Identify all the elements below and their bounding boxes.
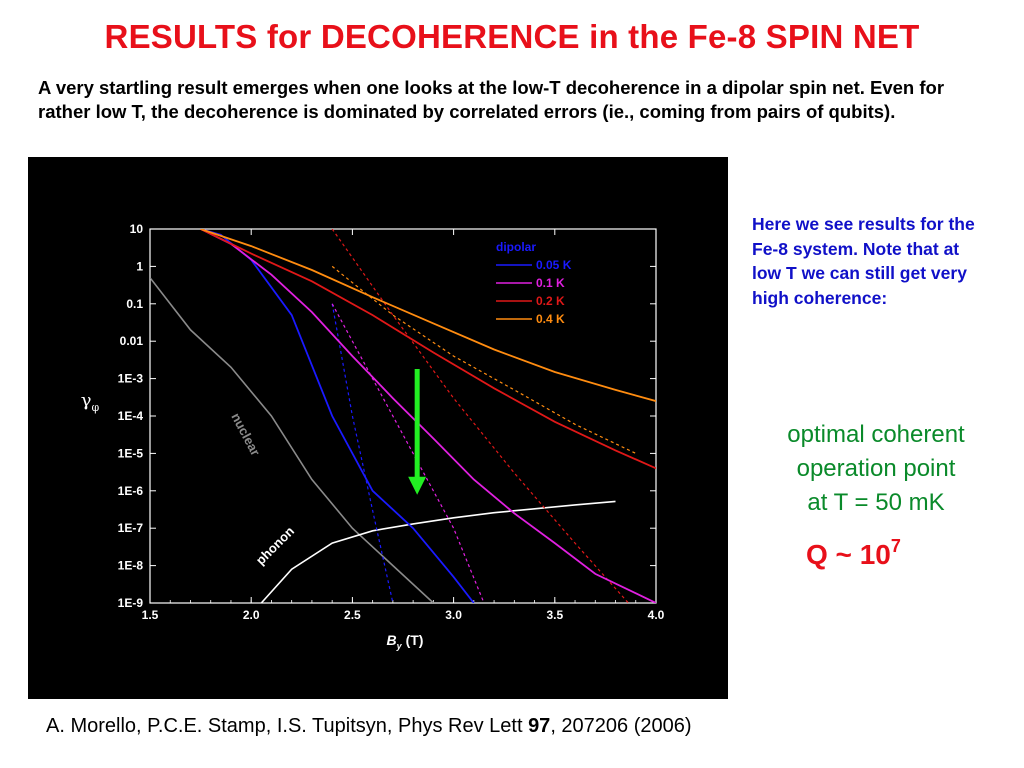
y-tick-label: 10 [130,222,144,236]
dashed-asymptote [331,303,485,603]
nuclear-label: nuclear [228,410,263,458]
nuclear-curve [150,277,434,603]
plot-area [150,229,656,603]
y-tick-label: 1E-3 [118,372,144,386]
optimal-line-2: operation point [796,455,956,482]
y-tick-label: 1E-9 [118,596,144,610]
x-tick-label: 3.0 [445,608,462,622]
x-tick-label: 2.5 [344,608,361,622]
y-tick-label: 1E-5 [118,446,144,460]
legend-title: dipolar [496,240,536,254]
plot-panel: 10 1 0.1 0.01 1E-3 1E-4 1E-5 1E-6 1E-7 1E-8 1E-9 1.… [28,157,728,699]
legend-label: 0.2 K [536,294,565,308]
legend-label: 0.1 K [536,276,565,290]
intro-paragraph: A very startling result emerges when one… [38,77,945,122]
legend-label: 0.4 K [536,312,565,326]
x-axis-label: By (T) [387,632,424,651]
slide-title: RESULTS for DECOHERENCE in the Fe-8 SPIN… [104,18,920,55]
side-note: Here we see results for the Fe-8 system.… [752,214,975,308]
q-prefix: Q ~ 10 [806,539,891,570]
y-axis-label: γφ [81,390,100,414]
y-tick-label: 1E-7 [118,521,144,535]
y-tick-label: 1E-6 [118,484,144,498]
series-0-4-K-line [200,229,656,402]
y-tick-label: 1E-8 [118,559,144,573]
legend-label: 0.05 K [536,258,572,272]
x-tick-label: 2.0 [243,608,260,622]
decoherence-chart: 10 1 0.1 0.01 1E-3 1E-4 1E-5 1E-6 1E-7 1E-8 1E-91.… [81,222,665,651]
citation-authors: A. Morello, P.C.E. Stamp, I.S. Tupitsyn,… [46,715,529,737]
citation: A. Morello, P.C.E. Stamp, I.S. Tupitsyn,… [46,715,692,738]
y-tick-label: 0.01 [120,334,144,348]
optimal-line-1: optimal coherent [787,421,965,448]
plot-frame [149,228,657,604]
series-0-2-K-line [200,229,656,470]
phonon-curve [260,500,616,603]
dashed-asymptote [331,303,394,603]
y-tick-label: 0.1 [126,297,143,311]
x-tick-label: 3.5 [546,608,563,622]
x-tick-label: 1.5 [142,608,159,622]
citation-volume: 97 [528,715,551,737]
optimal-line-3: at T = 50 mK [807,489,945,516]
dashed-asymptote [331,265,637,454]
quality-factor: Q ~ 107 [806,536,901,571]
phonon-label: phonon [253,523,297,567]
series-0-1-K-line [200,229,656,603]
y-tick-label: 1E-4 [118,409,144,423]
optimal-point-note: optimal coherent operation point at T = … [748,418,1004,520]
arrow-head [408,476,427,495]
citation-pages: , 207206 (2006) [550,715,692,737]
x-tick-label: 4.0 [648,608,665,622]
dashed-asymptote [331,229,630,603]
q-exponent: 7 [890,536,901,556]
y-tick-label: 1 [136,259,143,273]
